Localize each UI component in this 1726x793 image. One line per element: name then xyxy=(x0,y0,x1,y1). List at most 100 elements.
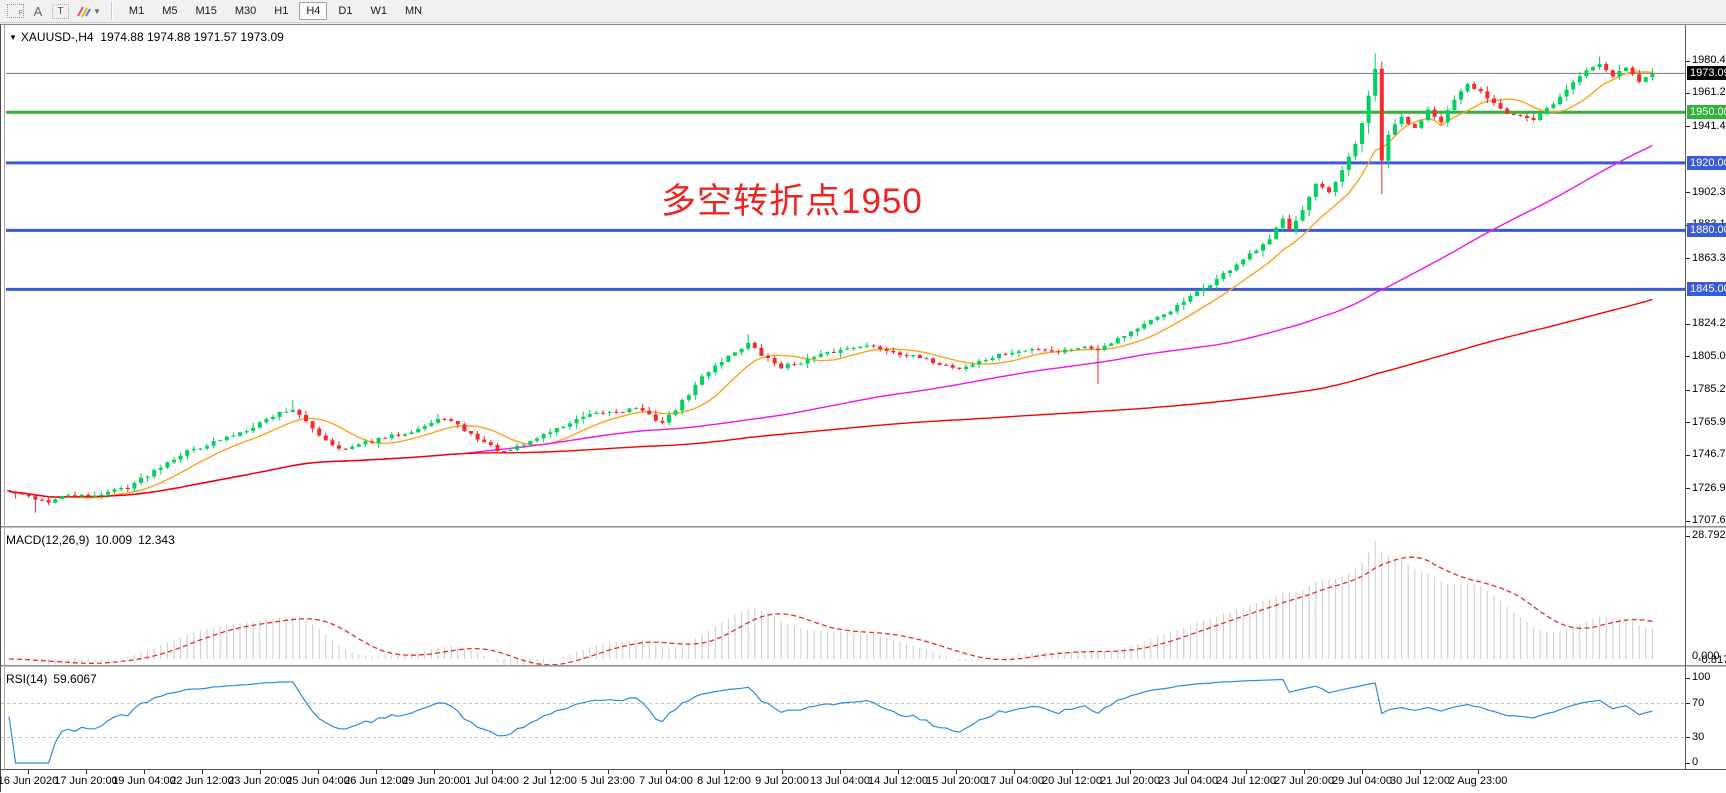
time-tick-mark xyxy=(608,770,609,774)
time-axis-label: 14 Jul 12:00 xyxy=(868,775,928,787)
price-badge-1880.00: 1880.00 xyxy=(1687,223,1726,238)
time-axis-label: 9 Jul 20:00 xyxy=(755,775,809,787)
price-tick-mark xyxy=(1685,454,1690,456)
rsi-tick-mark xyxy=(1685,762,1690,764)
top-toolbar: F A T ▼ M1 M5 M15 M30 H1 H4 D1 W1 MN xyxy=(0,0,1726,23)
price-tick-mark xyxy=(1685,520,1690,522)
macd-label: MACD(12,26,9) 10.009 12.343 xyxy=(6,533,175,547)
price-tick-mark xyxy=(1685,60,1690,62)
price-badge-1845.00: 1845.00 xyxy=(1687,282,1726,297)
price-axis-tick: 1941.40 xyxy=(1692,119,1726,132)
time-tick-mark xyxy=(260,770,261,774)
time-axis-label: 25 Jun 04:00 xyxy=(286,775,350,787)
macd-pane[interactable]: MACD(12,26,9) 10.009 12.343 28.792 0.000 -0.… xyxy=(1,528,1726,665)
timeframe-button-M30[interactable]: M30 xyxy=(234,5,257,17)
time-tick-mark xyxy=(1130,770,1131,774)
price-axis-separator xyxy=(1685,25,1686,769)
rsi-pane[interactable]: RSI(14) 59.6067 100 70 30 0 xyxy=(1,667,1726,769)
time-axis-label: 23 Jun 20:00 xyxy=(228,775,292,787)
time-tick-mark xyxy=(840,770,841,774)
rsi-tick-mark xyxy=(1685,703,1690,704)
time-axis-label: 30 Jul 12:00 xyxy=(1390,775,1450,787)
timeframe-button-M15[interactable]: M15 xyxy=(195,5,217,17)
grid-f-icon: F xyxy=(7,4,24,18)
price-axis-tick: 1707.65 xyxy=(1692,514,1726,526)
time-axis-label: 7 Jul 04:00 xyxy=(639,775,693,787)
text-label-button[interactable]: A xyxy=(30,2,46,20)
chart-annotation[interactable]: 多空转折点1950 xyxy=(661,182,923,221)
price-tick-mark xyxy=(1685,389,1690,391)
time-tick-mark xyxy=(782,770,783,774)
letter-t-icon: T xyxy=(52,3,69,19)
symbol-label: XAUUSD-,H4 xyxy=(20,30,94,44)
main-plot-svg[interactable] xyxy=(1,27,1685,526)
price-tick-mark xyxy=(1685,323,1690,325)
time-tick-mark xyxy=(1188,770,1189,774)
timeframe-group: M1 M5 M15 M30 H1 H4 D1 W1 MN xyxy=(120,2,431,20)
time-tick-mark xyxy=(1362,770,1363,774)
time-tick-mark xyxy=(898,770,899,774)
toolbar-separator xyxy=(110,2,113,20)
price-axis-tick: 1726.90 xyxy=(1692,481,1726,494)
time-tick-mark xyxy=(434,770,435,774)
colors-button[interactable]: ▼ xyxy=(75,2,101,20)
price-axis-tick: 1863.30 xyxy=(1692,251,1726,264)
time-axis-label: 13 Jul 04:00 xyxy=(810,775,870,787)
time-axis-label: 19 Jun 04:00 xyxy=(112,775,176,787)
letter-a-icon: A xyxy=(33,3,43,19)
price-tick-mark xyxy=(1685,92,1690,94)
timeframe-button-MN[interactable]: MN xyxy=(404,5,423,17)
pane-splitter[interactable] xyxy=(1,526,1726,528)
time-tick-mark xyxy=(1246,770,1247,774)
window-inner-border xyxy=(4,25,5,769)
rsi-label: RSI(14) 59.6067 xyxy=(6,672,97,686)
ma-fast-line xyxy=(8,71,1653,499)
time-axis-label: 23 Jul 04:00 xyxy=(1158,775,1218,787)
price-badge-1920.00: 1920.00 xyxy=(1687,155,1726,170)
timeframe-button-W1[interactable]: W1 xyxy=(370,5,387,17)
rsi-plot-svg[interactable] xyxy=(1,667,1685,769)
time-axis-label: 27 Jul 20:00 xyxy=(1274,775,1334,787)
macd-tick-mark xyxy=(1685,535,1690,537)
timeframe-button-D1[interactable]: D1 xyxy=(338,5,353,17)
time-axis-label: 29 Jun 20:00 xyxy=(402,775,466,787)
ohlc-quote: 1974.88 1974.88 1971.57 1973.09 xyxy=(100,30,284,44)
time-tick-mark xyxy=(724,770,725,774)
timeframe-button-M1[interactable]: M1 xyxy=(128,5,145,17)
text-box-button[interactable]: T xyxy=(52,2,69,20)
time-axis-label: 20 Jul 12:00 xyxy=(1042,775,1102,787)
timeframe-button-H4[interactable]: H4 xyxy=(299,2,328,20)
time-tick-mark xyxy=(1072,770,1073,774)
time-axis-label: 2 Aug 23:00 xyxy=(1448,775,1508,787)
rsi-value: 59.6067 xyxy=(53,672,97,686)
macd-plot-svg[interactable] xyxy=(1,528,1685,665)
price-tick-mark xyxy=(1685,422,1690,424)
price-tick-mark xyxy=(1685,488,1690,490)
time-tick-mark xyxy=(1478,770,1479,774)
time-tick-mark xyxy=(1420,770,1421,774)
time-axis-label: 26 Jun 12:00 xyxy=(344,775,408,787)
ma-slow-line xyxy=(8,298,1653,498)
price-axis-tick: 1805.00 xyxy=(1692,349,1726,362)
pane-splitter[interactable] xyxy=(1,665,1726,667)
snap-grid-button[interactable]: F xyxy=(7,2,24,20)
timeframe-button-H1[interactable]: H1 xyxy=(274,5,289,17)
time-tick-mark xyxy=(86,770,87,774)
main-chart-pane[interactable]: ▼ XAUUSD-,H4 1974.88 1974.88 1971.57 1973… xyxy=(1,27,1726,526)
symbol-dropdown-icon[interactable]: ▼ xyxy=(9,33,17,42)
timeframe-button-M5[interactable]: M5 xyxy=(162,5,178,17)
price-axis-tick: 1980.45 xyxy=(1692,54,1726,66)
time-axis-label: 17 Jun 20:00 xyxy=(54,775,118,787)
time-tick-mark xyxy=(666,770,667,774)
price-axis-tick: 1902.35 xyxy=(1692,185,1726,198)
macd-signal-value: 12.343 xyxy=(138,533,175,547)
rsi-axis-tick: 30 xyxy=(1692,730,1705,743)
time-tick-mark xyxy=(1304,770,1305,774)
price-tick-mark xyxy=(1685,126,1690,128)
time-axis-label: 1 Jul 04:00 xyxy=(465,775,519,787)
time-tick-mark xyxy=(318,770,319,774)
price-badge-1973.09: 1973.09 xyxy=(1687,66,1726,81)
time-axis[interactable]: 16 Jun 2020 17 Jun 20:00 19 Jun 04:00 22 Ju… xyxy=(0,769,1726,793)
price-badge-1950.00: 1950.00 xyxy=(1687,105,1726,120)
time-tick-mark xyxy=(550,770,551,774)
